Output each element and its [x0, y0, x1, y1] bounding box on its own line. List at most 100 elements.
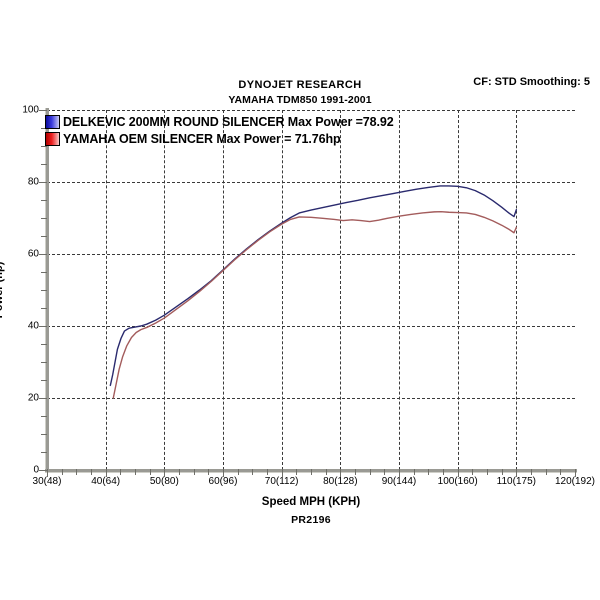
x-axis-tick-label: 60(96) — [208, 476, 238, 487]
y-axis-tick — [39, 470, 47, 471]
y-axis-minor-tick — [41, 290, 47, 291]
x-axis-minor-tick — [413, 469, 415, 475]
x-axis-tick — [340, 469, 342, 477]
series-line — [112, 210, 518, 399]
x-axis-minor-tick — [325, 469, 327, 475]
x-axis-tick-label: 30(48) — [32, 476, 62, 487]
gridline-vertical — [105, 110, 107, 470]
gridline-horizontal — [47, 326, 575, 327]
y-axis-tick-label: 40 — [27, 320, 39, 332]
y-axis-tick — [39, 254, 47, 255]
gridline-vertical — [340, 110, 342, 470]
legend: DELKEVIC 200MM ROUND SILENCER Max Power … — [45, 113, 394, 147]
x-axis-minor-tick — [428, 469, 430, 475]
x-axis-minor-tick — [120, 469, 122, 475]
legend-swatch-yamaha-icon — [45, 131, 60, 146]
x-axis-minor-tick — [237, 469, 239, 475]
x-axis-minor-tick — [560, 469, 562, 475]
x-axis-tick-label: 110(175) — [496, 476, 536, 487]
gridline-vertical — [223, 110, 224, 470]
x-axis-tick — [105, 469, 107, 477]
y-axis-tick — [39, 326, 47, 327]
y-axis-minor-tick — [41, 452, 47, 453]
y-axis-minor-tick — [41, 416, 47, 417]
legend-item: YAMAHA OEM SILENCER Max Power = 71.76hp — [45, 130, 394, 147]
chart-title: DYNOJET RESEARCH — [238, 79, 362, 91]
y-axis-minor-tick — [41, 164, 47, 165]
y-axis-tick-label: 0 — [33, 464, 39, 476]
gridline-vertical — [399, 110, 400, 470]
gridline-vertical — [164, 110, 166, 470]
legend-label: DELKEVIC 200MM ROUND SILENCER Max Power … — [63, 114, 394, 129]
y-axis-tick — [39, 182, 47, 183]
x-axis-tick — [281, 469, 283, 477]
x-axis-minor-tick — [369, 469, 371, 475]
x-axis-minor-tick — [472, 469, 474, 475]
x-axis-tick-label: 50(80) — [149, 476, 179, 487]
x-axis-minor-tick — [355, 469, 356, 475]
y-axis-minor-tick — [41, 308, 47, 309]
x-axis-tick — [47, 469, 48, 477]
x-axis-tick — [516, 469, 518, 477]
y-axis-minor-tick — [41, 128, 47, 129]
y-axis-minor-tick — [41, 344, 47, 345]
series-line — [109, 185, 518, 387]
y-axis-tick-label: 100 — [22, 104, 39, 116]
x-axis-minor-tick — [384, 469, 386, 475]
gridline-vertical — [457, 110, 459, 470]
x-axis-tick-label: 40(64) — [91, 476, 121, 487]
gridline-horizontal — [47, 182, 575, 183]
x-axis-tick — [399, 469, 400, 477]
x-axis-tick-label: 70(112) — [264, 476, 299, 487]
y-axis-minor-tick — [41, 236, 47, 237]
x-axis-minor-tick — [501, 469, 503, 475]
legend-swatch-delkevic-icon — [45, 114, 60, 129]
x-axis-tick — [457, 469, 459, 477]
y-axis-tick-label: 60 — [27, 248, 39, 260]
run-id-label: PR2196 — [291, 514, 331, 526]
y-axis-minor-tick — [41, 218, 47, 219]
y-axis-minor-tick — [41, 146, 47, 147]
y-axis-tick-label: 20 — [27, 392, 39, 404]
gridline-horizontal — [47, 254, 575, 255]
chart-subtitle: YAMAHA TDM850 1991-2001 — [228, 94, 372, 106]
y-axis-line — [46, 108, 49, 472]
x-axis-tick-label: 80(128) — [323, 476, 358, 487]
x-axis-minor-tick — [193, 469, 195, 475]
x-axis-minor-tick — [179, 469, 180, 475]
x-axis-tick-label: 90(144) — [381, 476, 417, 487]
x-axis-minor-tick — [208, 469, 210, 475]
x-axis-minor-tick — [91, 469, 92, 475]
y-axis-minor-tick — [41, 200, 47, 201]
legend-item: DELKEVIC 200MM ROUND SILENCER Max Power … — [45, 113, 394, 130]
x-axis-minor-tick — [252, 469, 254, 475]
x-axis-tick-labels: 30(48) 40(64) 50(80) 60(96) 70(112) 80(128) 90… — [33, 476, 595, 492]
x-axis-minor-tick — [76, 469, 78, 475]
y-axis-tick — [39, 110, 47, 111]
x-axis-tick-label: 100(160) — [437, 476, 478, 487]
y-axis-tick — [39, 398, 47, 399]
gridline-vertical — [281, 110, 283, 470]
y-axis-tick-labels: 0 20 40 60 80 100 — [5, 105, 39, 476]
x-axis-minor-tick — [531, 469, 532, 475]
gridline-vertical — [516, 110, 518, 470]
x-axis-tick-label: 120(192) — [554, 476, 596, 487]
y-axis-minor-tick — [41, 362, 47, 363]
x-axis-tick — [164, 469, 166, 477]
y-axis-tick-label: 80 — [27, 176, 39, 188]
x-axis-tick — [575, 469, 576, 477]
x-axis-title: Speed MPH (KPH) — [261, 496, 361, 508]
x-axis-minor-tick — [61, 469, 63, 475]
y-axis-minor-tick — [41, 434, 47, 435]
x-axis-minor-tick — [311, 469, 312, 475]
data-curves — [109, 185, 518, 399]
gridline-horizontal — [47, 398, 575, 399]
plot-area: 0 20 40 60 80 100 30(48) 40(64) 50(80) 60(96) 70(… — [0, 105, 595, 527]
cf-smoothing-label: CF: STD Smoothing: 5 — [473, 76, 590, 88]
y-axis-minor-tick — [41, 272, 47, 273]
x-axis-minor-tick — [296, 469, 298, 475]
x-axis-minor-tick — [487, 469, 488, 475]
x-axis-minor-tick — [135, 469, 136, 475]
x-axis-minor-tick — [267, 469, 268, 475]
